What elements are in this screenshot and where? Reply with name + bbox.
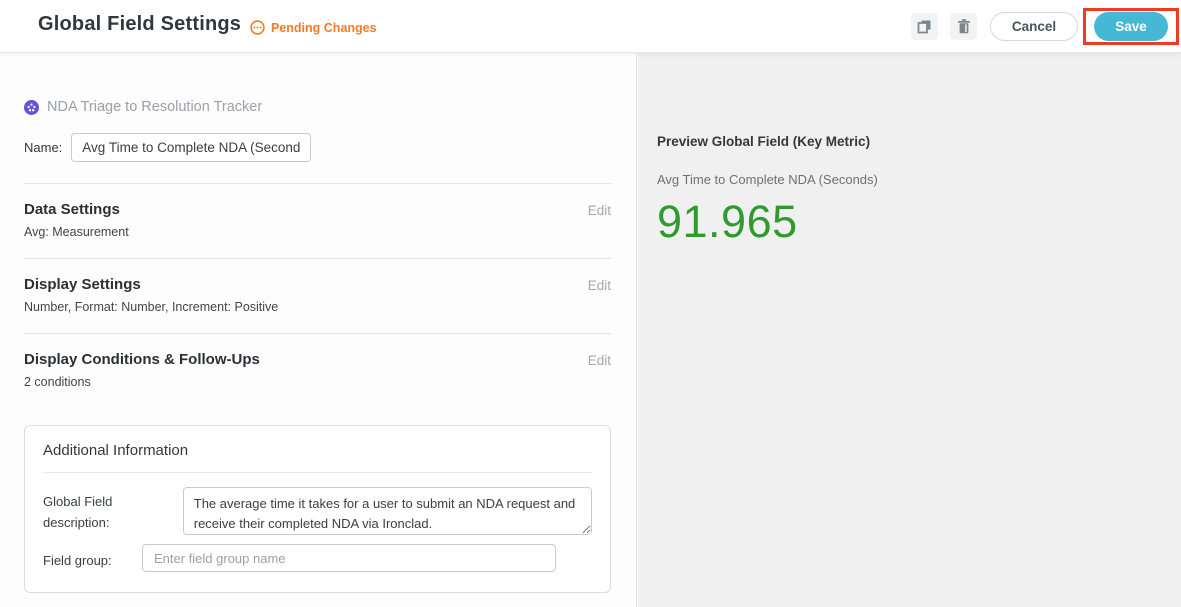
pending-changes-label: Pending Changes [271, 20, 377, 35]
section-display-settings: Display Settings Number, Format: Number,… [24, 259, 611, 334]
global-field-description-textarea[interactable]: The average time it takes for a user to … [182, 487, 592, 535]
section-text: Data Settings Avg: Measurement [24, 201, 129, 239]
workflow-icon [24, 99, 39, 115]
preview-panel: Preview Global Field (Key Metric) Avg Ti… [638, 53, 1181, 607]
description-row: Global Field description: The average ti… [43, 487, 592, 535]
divider [43, 472, 592, 473]
section-text: Display Conditions & Follow-Ups 2 condit… [24, 351, 260, 389]
page-title: Global Field Settings [38, 13, 242, 35]
name-field-label: Name: [24, 140, 63, 155]
header-bar: Global Field Settings Pending Changes [0, 0, 1181, 53]
section-summary: 2 conditions [24, 375, 91, 389]
section-text: Display Settings Number, Format: Number,… [24, 276, 278, 314]
additional-information-card: Additional Information Global Field desc… [24, 425, 611, 593]
preview-field-label: Avg Time to Complete NDA (Seconds) [657, 172, 878, 187]
edit-display-settings-link[interactable]: Edit [587, 278, 611, 293]
preview-title: Preview Global Field (Key Metric) [657, 134, 871, 149]
workflow-tracker-label: NDA Triage to Resolution Tracker [47, 99, 263, 115]
edit-data-settings-link[interactable]: Edit [587, 203, 611, 218]
name-input[interactable] [71, 133, 312, 162]
pending-changes-badge: Pending Changes [250, 20, 377, 35]
circled-ellipsis-icon [250, 20, 265, 35]
workflow-tracker-link[interactable]: NDA Triage to Resolution Tracker [24, 99, 262, 115]
duplicate-button[interactable] [911, 13, 938, 40]
cancel-button[interactable]: Cancel [990, 12, 1078, 41]
delete-button[interactable] [950, 13, 977, 40]
section-title: Display Settings [24, 276, 141, 293]
additional-information-title: Additional Information [43, 442, 189, 459]
section-data-settings: Data Settings Avg: Measurement Edit [24, 184, 611, 259]
copy-icon [917, 19, 932, 34]
description-label: Global Field description: [43, 494, 113, 531]
section-summary: Number, Format: Number, Increment: Posit… [24, 300, 279, 314]
name-field-row: Name: [24, 133, 611, 162]
field-group-input[interactable] [142, 544, 556, 572]
preview-metric-value: 91.965 [657, 196, 798, 247]
field-group-label: Field group: [43, 553, 112, 568]
section-summary: Avg: Measurement [24, 225, 129, 239]
edit-display-conditions-link[interactable]: Edit [587, 353, 611, 368]
section-title: Display Conditions & Follow-Ups [24, 351, 260, 368]
field-settings-panel: NDA Triage to Resolution Tracker Name: D… [0, 53, 637, 607]
save-button[interactable]: Save [1094, 12, 1168, 41]
trash-icon [957, 19, 971, 34]
section-display-conditions: Display Conditions & Follow-Ups 2 condit… [24, 334, 611, 408]
section-title: Data Settings [24, 201, 120, 218]
divider [24, 183, 611, 184]
field-group-row: Field group: [43, 544, 592, 572]
